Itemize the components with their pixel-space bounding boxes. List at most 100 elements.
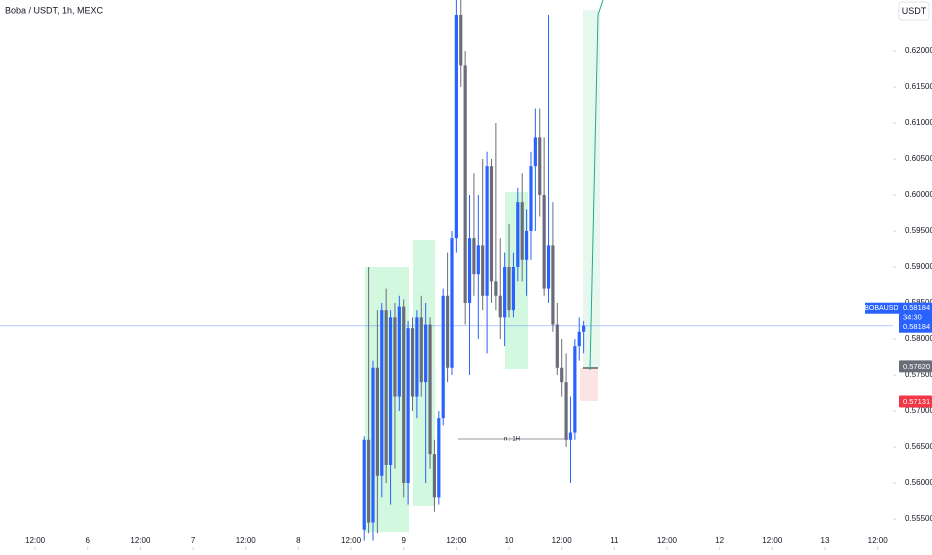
x-tick-label: 12:00	[25, 536, 46, 545]
candle-body	[393, 317, 397, 397]
x-tick-label: 12:00	[762, 536, 783, 545]
x-tick-label: 9	[401, 536, 406, 545]
candle-body	[516, 202, 520, 267]
candle-body	[441, 295, 445, 419]
candle-body	[551, 245, 555, 325]
candle-body	[415, 317, 419, 397]
candle-body	[564, 382, 568, 440]
x-tick-label: 12:00	[236, 536, 257, 545]
candle-body	[384, 310, 388, 465]
y-tick-label: 0.61500	[905, 82, 932, 91]
x-tick-label: 13	[821, 536, 830, 545]
candle-body	[437, 418, 441, 498]
price-tag	[899, 360, 932, 373]
candle-body	[533, 137, 537, 167]
candle-body	[503, 266, 507, 318]
candle-body	[573, 346, 577, 433]
y-tick-label: 0.58500	[905, 298, 932, 307]
candle-body	[467, 238, 472, 303]
candle-body	[406, 328, 410, 483]
candle-body	[472, 238, 476, 275]
candle-body	[489, 166, 494, 282]
x-tick-label: 12	[715, 536, 724, 545]
price-tag-countdown: 34:30	[903, 313, 922, 322]
price-tag-value: 0.58184	[903, 303, 930, 312]
candle-body	[428, 324, 432, 455]
candle-body	[485, 166, 489, 296]
candle-body	[362, 439, 366, 530]
x-tick-label: 12:00	[552, 536, 573, 545]
price-tag	[899, 302, 932, 333]
y-tick-label: 0.56000	[905, 478, 932, 487]
chart-title: Boba / USDT, 1h, MEXC	[5, 5, 104, 15]
y-tick-label: 0.55500	[905, 514, 932, 523]
x-tick-label: 10	[505, 536, 514, 545]
y-tick-label: 0.57500	[905, 370, 932, 379]
candle-body	[454, 14, 458, 239]
y-tick-label: 0.59000	[905, 262, 932, 271]
x-tick-label: 12:00	[657, 536, 678, 545]
candle-body	[397, 306, 401, 397]
y-tick-label: 0.58000	[905, 334, 932, 343]
x-tick-label: 12:00	[446, 536, 467, 545]
candle-body	[450, 238, 454, 368]
y-tick-label: 0.61000	[905, 118, 932, 127]
projection-line	[589, 0, 604, 371]
price-tag	[865, 302, 902, 314]
y-tick-label: 0.60000	[905, 190, 932, 199]
candle-body	[582, 325, 586, 332]
candle-body	[380, 310, 384, 476]
candle-body	[577, 331, 581, 347]
y-tick-label: 0.59500	[905, 226, 932, 235]
candle-body	[424, 324, 428, 383]
candle-body	[476, 245, 480, 275]
candle-body	[555, 324, 559, 368]
candle-body	[524, 230, 529, 260]
x-tick-label: 12:00	[341, 536, 362, 545]
candle-body	[463, 65, 467, 303]
candle-body	[445, 295, 450, 368]
price-tag-name: BOBAUSDT	[864, 305, 903, 312]
candle-body	[560, 367, 564, 383]
x-tick-label: 8	[296, 536, 301, 545]
price-tag-value: 0.57620	[903, 362, 930, 371]
candle-body	[529, 166, 533, 231]
price-tag-value: 0.58184	[903, 322, 930, 331]
y-tick-label: 0.60500	[905, 154, 932, 163]
y-tick-label: 0.56500	[905, 442, 932, 451]
candle-body	[507, 266, 511, 311]
stop-zone	[580, 368, 598, 401]
candle-body	[419, 317, 423, 383]
candle-body	[546, 245, 551, 289]
candle-body	[410, 328, 415, 397]
candle-body	[494, 281, 498, 296]
candle-body	[520, 202, 524, 260]
candle-body	[568, 432, 573, 440]
currency-button[interactable]	[898, 1, 930, 21]
candle-body	[388, 317, 393, 465]
x-tick-label: 12:00	[130, 536, 151, 545]
y-tick-label: 0.62000	[905, 46, 932, 55]
price-axis: 0.55500 0.56000 0.56500 0.57000 0.57500 0.580…	[25, 46, 932, 550]
candle-body	[481, 245, 485, 296]
candle-body	[498, 295, 502, 318]
price-tag-value: 0.57131	[903, 397, 930, 406]
y-tick-label: 0.57000	[905, 406, 932, 415]
x-tick-label: 6	[86, 536, 91, 545]
candle-body	[542, 194, 546, 289]
candle-body	[402, 306, 406, 483]
candle-body	[432, 454, 437, 498]
candle-body	[371, 367, 375, 523]
x-tick-label: 11	[610, 536, 619, 545]
candle-body	[367, 439, 371, 523]
x-tick-label: 12:00	[868, 536, 889, 545]
plot	[0, 0, 893, 541]
candle-body	[511, 266, 516, 311]
price-tag	[899, 395, 932, 408]
currency-button-label[interactable]: USDT	[902, 6, 927, 16]
measure-label: n : 1H	[504, 437, 520, 443]
candle-body	[375, 367, 379, 476]
x-tick-label: 7	[191, 536, 196, 545]
candle-body	[459, 14, 463, 66]
